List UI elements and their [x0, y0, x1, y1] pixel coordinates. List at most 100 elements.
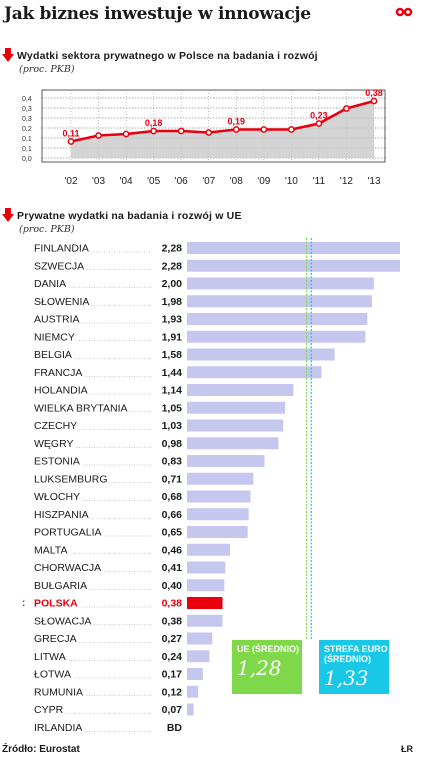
bar: [187, 455, 265, 467]
value-label: 0,24: [162, 651, 183, 663]
category-label: WIELKA BRYTANIA: [34, 402, 128, 414]
data-point: [67, 138, 75, 145]
bar: [187, 561, 226, 574]
label-background: [158, 579, 184, 592]
value-label: 0,66: [162, 509, 183, 521]
x-tick-label: '06: [175, 176, 188, 187]
data-label: 0,19: [228, 117, 246, 127]
value-label: 1,91: [162, 331, 183, 343]
bar: [187, 419, 284, 432]
label-background: [158, 668, 184, 681]
category-label: LUKSEMBURG: [34, 473, 108, 485]
data-label: 0,23: [310, 111, 328, 121]
data-label: 0,11: [62, 129, 79, 139]
category-label: WĘGRY: [34, 438, 73, 450]
label-background: [33, 473, 110, 486]
value-label: 0,41: [162, 562, 183, 574]
data-point: [260, 126, 268, 133]
category-label: DANIA: [34, 278, 66, 290]
bar: [187, 579, 225, 592]
series-line: [70, 99, 375, 143]
category-label: FRANCJA: [34, 367, 82, 379]
value-label: 0,40: [162, 580, 183, 592]
value-label: 0,38: [162, 615, 183, 627]
y-tick-label: 0,3: [22, 106, 32, 113]
bar: [187, 384, 294, 396]
category-label: BELGIA: [34, 349, 72, 361]
value-label: 2,00: [162, 278, 183, 290]
down-arrow-icon: [2, 48, 14, 62]
label-background: [33, 544, 70, 557]
line-chart-title: Wydatki sektora prywatnego w Polsce na b…: [17, 50, 318, 62]
category-label: SŁOWENIA: [34, 296, 89, 308]
logo-icon: [395, 7, 413, 17]
y-tick-label: 0,1: [22, 146, 32, 153]
category-label: AUSTRIA: [34, 314, 80, 326]
label-background: [158, 526, 184, 539]
label-background: [33, 278, 69, 290]
category-label: BUŁGARIA: [34, 580, 87, 592]
value-label: 0,27: [162, 633, 183, 645]
data-point: [122, 130, 130, 138]
value-label: 0,07: [162, 704, 183, 716]
category-label: SŁOWACJA: [34, 615, 91, 627]
label-background: [33, 562, 104, 574]
data-point: [343, 105, 350, 112]
value-label: 0,68: [162, 491, 183, 503]
label-background: [158, 420, 184, 432]
category-label: LITWA: [34, 651, 66, 663]
label-background: [158, 278, 184, 290]
source-note: Źródło: Eurostat: [2, 744, 80, 755]
label-background: [158, 597, 184, 610]
bar: [187, 472, 254, 485]
data-point: [315, 120, 323, 127]
label-background: [33, 526, 104, 539]
label-background: [33, 384, 90, 397]
eu-average-box: UE (ŚREDNIO) 1,28: [232, 640, 302, 694]
label-background: [33, 242, 91, 255]
value-label: BD: [167, 722, 183, 734]
bar: [187, 259, 400, 272]
bar: [187, 526, 248, 538]
category-label: FINLANDIA: [34, 243, 89, 255]
highlight-marker: :: [22, 598, 25, 609]
label-background: [33, 437, 76, 450]
y-tick-label: 0,2: [22, 126, 32, 133]
bar: [187, 401, 286, 414]
value-label: 1,58: [162, 349, 183, 361]
bar: [187, 295, 372, 308]
label-background: [158, 562, 184, 574]
line-chart-subtitle: (proc. PKB): [19, 64, 75, 75]
series-area: [71, 101, 374, 158]
label-background: [33, 650, 68, 663]
data-point: [150, 127, 157, 135]
label-background: [158, 633, 184, 645]
label-background: [33, 455, 82, 468]
data-point: [288, 126, 295, 133]
category-label: HOLANDIA: [34, 385, 88, 397]
bar: [187, 490, 251, 503]
value-label: 0,46: [162, 544, 183, 556]
data-point: [177, 127, 185, 135]
category-label: POLSKA: [34, 598, 78, 610]
label-background: [33, 615, 94, 628]
category-label: PORTUGALIA: [34, 527, 102, 539]
value-label: 1,03: [162, 420, 183, 432]
category-label: IRLANDIA: [34, 722, 82, 734]
label-background: [33, 366, 85, 379]
label-background: [33, 402, 130, 415]
label-background: [33, 704, 66, 716]
x-tick-label: '07: [202, 176, 215, 187]
label-background: [33, 313, 82, 326]
x-tick-label: '03: [92, 176, 105, 187]
category-label: RUMUNIA: [34, 686, 83, 698]
bar: [187, 614, 223, 627]
y-tick-label: 0,0: [22, 156, 32, 163]
category-label: ESTONIA: [34, 456, 80, 468]
label-background: [33, 579, 90, 592]
page-title: Jak biznes inwestuje w innowacje: [4, 4, 311, 24]
value-label: 1,14: [162, 385, 183, 397]
value-label: 2,28: [162, 243, 183, 255]
value-label: 0,17: [162, 669, 183, 681]
x-tick-label: '04: [120, 176, 133, 187]
